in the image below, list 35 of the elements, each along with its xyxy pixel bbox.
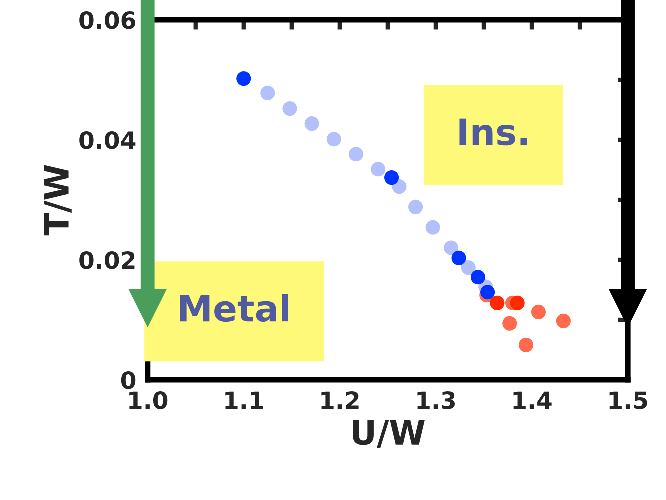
point	[426, 220, 440, 235]
y-tick-label: 0.04	[80, 131, 136, 150]
point	[518, 338, 534, 352]
y-tick-label: 0	[121, 371, 136, 390]
y-tick-label: 0.06	[80, 11, 136, 30]
point	[510, 296, 525, 310]
point	[502, 316, 518, 331]
y-tick-label: 0.02	[80, 251, 135, 270]
point	[556, 314, 571, 328]
point	[480, 285, 496, 300]
point	[282, 102, 298, 116]
point	[384, 170, 400, 186]
point	[444, 240, 459, 256]
x-tick-label: 1.4	[514, 392, 552, 410]
point	[531, 304, 546, 320]
x-axis-title: U/W	[353, 420, 425, 448]
annotation: Metal	[180, 294, 288, 322]
point	[326, 132, 342, 147]
point	[236, 72, 252, 86]
x-tick-label: 1.3	[418, 392, 455, 410]
x-tick-label: 1.2	[322, 392, 359, 410]
x-tick-label: 1.0	[130, 392, 168, 410]
point	[490, 296, 505, 310]
point	[461, 260, 476, 276]
point	[304, 116, 320, 132]
point	[260, 86, 276, 100]
point	[470, 270, 486, 285]
x-tick-label: 1.5	[610, 392, 648, 410]
point	[452, 250, 466, 266]
point	[371, 162, 386, 177]
annotation: Ins.	[460, 118, 528, 146]
x-tick-label: 1.1	[226, 392, 264, 410]
point	[408, 200, 424, 214]
point	[348, 147, 364, 162]
y-axis-title: T/W	[44, 165, 72, 236]
